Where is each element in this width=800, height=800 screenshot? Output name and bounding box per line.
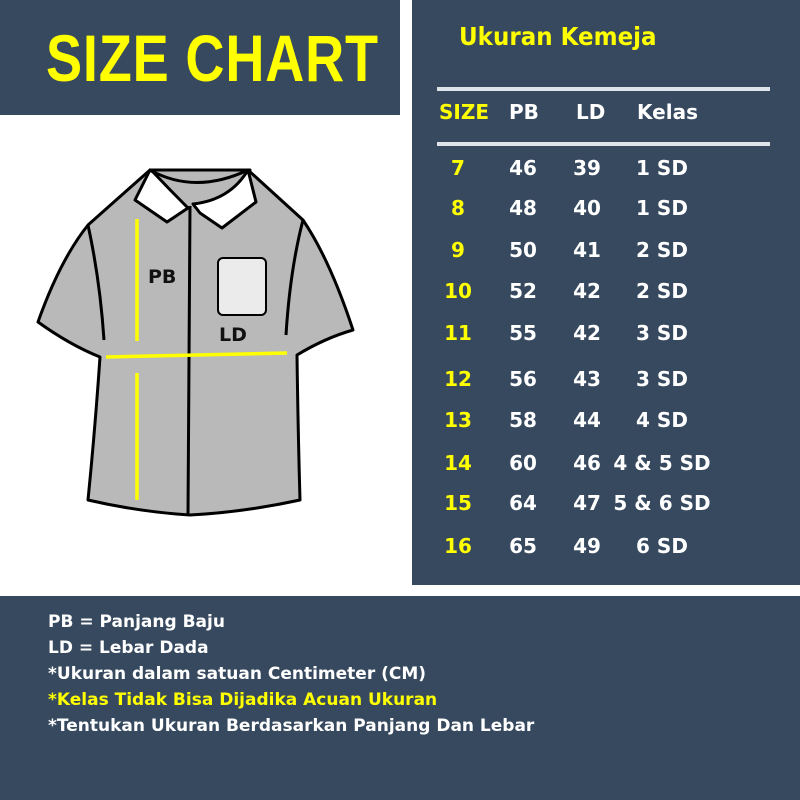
table-rule-header	[437, 142, 770, 146]
cell-kelas: 6 SD	[636, 534, 688, 558]
cell-pb: 64	[509, 491, 537, 515]
cell-kelas: 3 SD	[636, 367, 688, 391]
cell-kelas: 4 SD	[636, 408, 688, 432]
shirt-diagram: PB LD	[36, 168, 355, 517]
cell-ld: 41	[573, 238, 601, 262]
cell-size: 7	[451, 156, 465, 180]
cell-size: 10	[444, 279, 472, 303]
cell-kelas: 2 SD	[636, 238, 688, 262]
cell-ld: 39	[573, 156, 601, 180]
table-title: Ukuran Kemeja	[459, 22, 657, 51]
cell-kelas: 3 SD	[636, 321, 688, 345]
cell-ld: 40	[573, 196, 601, 220]
cell-pb: 55	[509, 321, 537, 345]
pocket	[217, 257, 267, 316]
cell-size: 13	[444, 408, 472, 432]
cell-kelas: 5 & 6 SD	[613, 491, 711, 515]
cell-pb: 60	[509, 451, 537, 475]
col-header-kelas: Kelas	[637, 100, 698, 124]
cell-size: 11	[444, 321, 472, 345]
cell-size: 14	[444, 451, 472, 475]
cell-pb: 56	[509, 367, 537, 391]
cell-pb: 50	[509, 238, 537, 262]
page-title: SIZE CHART	[46, 21, 379, 95]
cell-ld: 42	[573, 321, 601, 345]
notes-panel	[0, 596, 800, 800]
cell-kelas: 2 SD	[636, 279, 688, 303]
cell-pb: 46	[509, 156, 537, 180]
pb-label: PB	[148, 266, 176, 288]
cell-ld: 49	[573, 534, 601, 558]
note-line: *Ukuran dalam satuan Centimeter (CM)	[48, 664, 427, 684]
cell-ld: 44	[573, 408, 601, 432]
cell-pb: 58	[509, 408, 537, 432]
shirt-body	[36, 168, 355, 517]
cell-pb: 48	[509, 196, 537, 220]
cell-kelas: 1 SD	[636, 196, 688, 220]
cell-pb: 65	[509, 534, 537, 558]
title-banner: SIZE CHART	[0, 0, 400, 115]
col-header-size: SIZE	[439, 100, 490, 124]
collar-right	[191, 168, 258, 230]
cell-size: 15	[444, 491, 472, 515]
col-header-ld: LD	[576, 100, 606, 124]
cell-pb: 52	[509, 279, 537, 303]
cell-size: 9	[451, 238, 465, 262]
cell-ld: 43	[573, 367, 601, 391]
cell-kelas: 4 & 5 SD	[613, 451, 711, 475]
collar-left	[133, 168, 190, 224]
size-table-panel	[412, 0, 800, 585]
col-header-pb: PB	[509, 100, 539, 124]
cell-ld: 42	[573, 279, 601, 303]
ld-label: LD	[219, 324, 247, 346]
table-rule-top	[437, 87, 770, 91]
note-line: LD = Lebar Dada	[48, 638, 209, 658]
cell-size: 16	[444, 534, 472, 558]
cell-kelas: 1 SD	[636, 156, 688, 180]
cell-ld: 46	[573, 451, 601, 475]
cell-size: 12	[444, 367, 472, 391]
cell-ld: 47	[573, 491, 601, 515]
note-line: *Tentukan Ukuran Berdasarkan Panjang Dan…	[48, 716, 535, 736]
note-line: PB = Panjang Baju	[48, 612, 225, 632]
cell-size: 8	[451, 196, 465, 220]
note-line: *Kelas Tidak Bisa Dijadika Acuan Ukuran	[48, 690, 438, 710]
